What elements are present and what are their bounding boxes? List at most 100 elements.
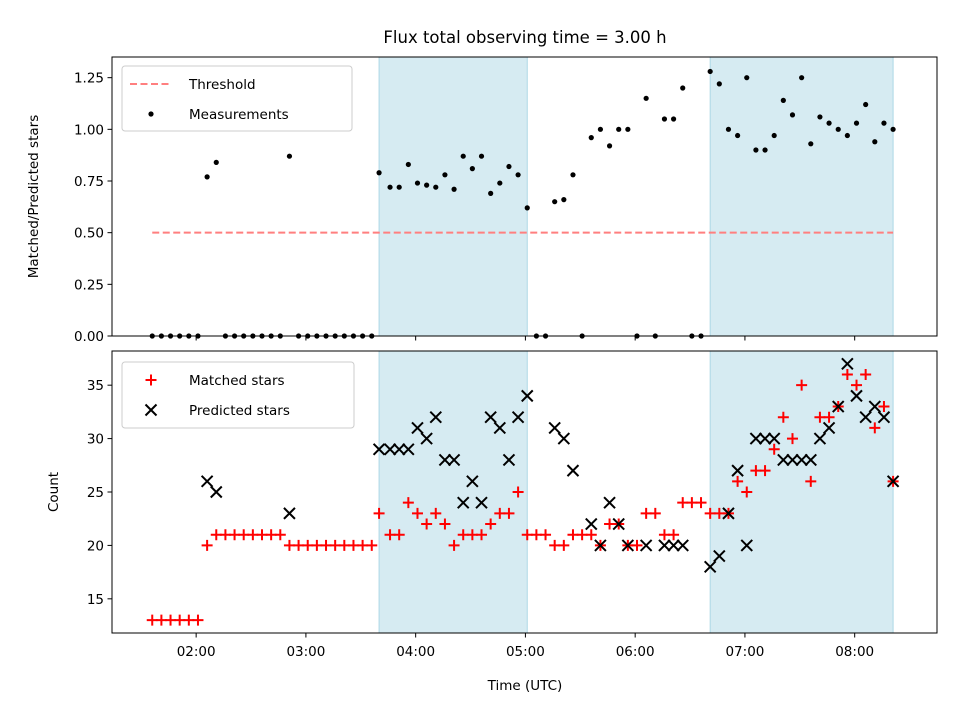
matched-star-point xyxy=(421,518,433,530)
y-tick-label: 1.00 xyxy=(74,122,104,138)
predicted-star-point xyxy=(877,411,891,424)
predicted-star-point xyxy=(548,421,561,435)
legend-measurement-swatch xyxy=(148,111,154,117)
matched-star-point xyxy=(851,379,863,391)
measurement-point xyxy=(204,174,210,180)
predicted-star-point xyxy=(603,496,616,509)
measurement-point xyxy=(405,161,411,168)
y-tick-label: 1.25 xyxy=(74,71,104,87)
measurement-point xyxy=(460,153,466,159)
matched-star-point xyxy=(393,529,405,541)
measurement-point xyxy=(707,68,713,75)
measurement-point xyxy=(835,126,841,132)
matched-star-point xyxy=(768,443,780,455)
matched-star-point xyxy=(274,529,286,541)
measurement-point xyxy=(451,186,457,192)
top-x-ticks xyxy=(195,336,856,341)
matched-star-point xyxy=(585,529,597,541)
predicted-star-point xyxy=(676,539,689,552)
matched-star-point xyxy=(540,529,552,541)
measurement-point xyxy=(881,120,887,126)
bottom-panel: 15 20 25 30 35 02:00 03:00 04:00 05:00 06:00 07:0… xyxy=(46,350,938,694)
measurement-point xyxy=(506,163,512,170)
bottom-y-ticks: 15 20 25 30 35 xyxy=(87,378,112,608)
y-tick-label: 15 xyxy=(87,592,104,608)
matched-star-point xyxy=(805,475,817,487)
predicted-star-point xyxy=(511,411,525,424)
predicted-star-point xyxy=(447,453,461,467)
predicted-star-point xyxy=(667,539,680,552)
measurement-point xyxy=(863,101,869,108)
measurement-point xyxy=(680,85,686,91)
predicted-star-point xyxy=(786,453,799,467)
measurement-point xyxy=(396,184,402,190)
predicted-star-point xyxy=(585,517,598,531)
measurement-point xyxy=(561,197,567,203)
top-y-ticks: 0.00 0.25 0.50 0.75 1.00 1.25 xyxy=(74,71,112,345)
predicted-star-point xyxy=(493,421,507,435)
matched-star-point xyxy=(402,497,414,509)
bottom-y-axis-label: Count xyxy=(46,472,62,512)
predicted-star-point xyxy=(521,389,534,403)
top-shaded-intervals xyxy=(378,56,894,337)
matched-star-point xyxy=(448,539,460,551)
measurement-point xyxy=(469,166,475,172)
predicted-star-point xyxy=(886,475,900,488)
measurement-point xyxy=(433,184,439,190)
predicted-star-point xyxy=(466,475,479,488)
predicted-star-point xyxy=(402,443,415,456)
chart-title: Flux total observing time = 3.00 h xyxy=(383,28,666,47)
predicted-star-point xyxy=(484,411,497,424)
y-tick-label: 0.75 xyxy=(74,174,104,190)
predicted-star-point xyxy=(200,475,214,488)
y-tick-label: 20 xyxy=(87,538,104,554)
measurement-point xyxy=(424,182,430,188)
predicted-star-point xyxy=(283,507,296,520)
top-legend: Threshold Measurements xyxy=(121,65,353,132)
measurement-point xyxy=(387,184,393,190)
measurement-point xyxy=(817,114,823,120)
measurement-point xyxy=(744,75,750,81)
measurement-point xyxy=(414,180,421,186)
matched-star-point xyxy=(777,411,789,423)
measurement-point xyxy=(515,172,521,178)
predicted-star-point xyxy=(703,560,717,573)
predicted-star-point xyxy=(841,357,854,371)
y-tick-label: 25 xyxy=(87,485,104,501)
predicted-star-point xyxy=(429,411,442,424)
matched-star-point xyxy=(485,518,497,530)
measurement-point xyxy=(789,112,796,118)
measurement-point xyxy=(376,170,382,176)
matched-star-point xyxy=(631,539,643,551)
predicted-star-point xyxy=(502,453,516,467)
matched-star-point xyxy=(201,539,213,551)
bottom-series-layer xyxy=(146,357,900,626)
matched-star-point xyxy=(823,411,835,423)
predicted-star-point xyxy=(557,432,571,445)
predicted-star-point xyxy=(639,539,653,552)
measurement-point xyxy=(670,116,677,122)
matched-star-point xyxy=(192,614,204,626)
y-tick-label: 30 xyxy=(87,432,104,448)
matched-star-point xyxy=(732,475,744,487)
shaded-interval xyxy=(378,56,528,337)
x-axis-label: Time (UTC) xyxy=(487,678,563,694)
legend-label: Measurements xyxy=(189,107,289,123)
predicted-star-point xyxy=(210,485,223,499)
legend-label: Matched stars xyxy=(189,373,285,389)
matched-star-point xyxy=(512,486,524,498)
x-tick-label: 08:00 xyxy=(835,644,874,660)
matched-star-point xyxy=(841,369,853,380)
measurement-point xyxy=(799,75,805,81)
predicted-star-point xyxy=(722,507,735,520)
matched-star-point xyxy=(503,507,515,519)
measurement-point xyxy=(588,135,594,141)
predicted-star-point xyxy=(758,432,772,445)
measurement-point xyxy=(488,190,494,196)
predicted-star-point xyxy=(832,400,845,413)
measurement-point xyxy=(771,132,777,139)
measurement-point xyxy=(872,139,878,145)
predicted-star-point xyxy=(795,453,808,467)
bottom-legend: Matched stars Predicted stars xyxy=(121,361,355,429)
y-tick-label: 0.00 xyxy=(74,329,104,345)
